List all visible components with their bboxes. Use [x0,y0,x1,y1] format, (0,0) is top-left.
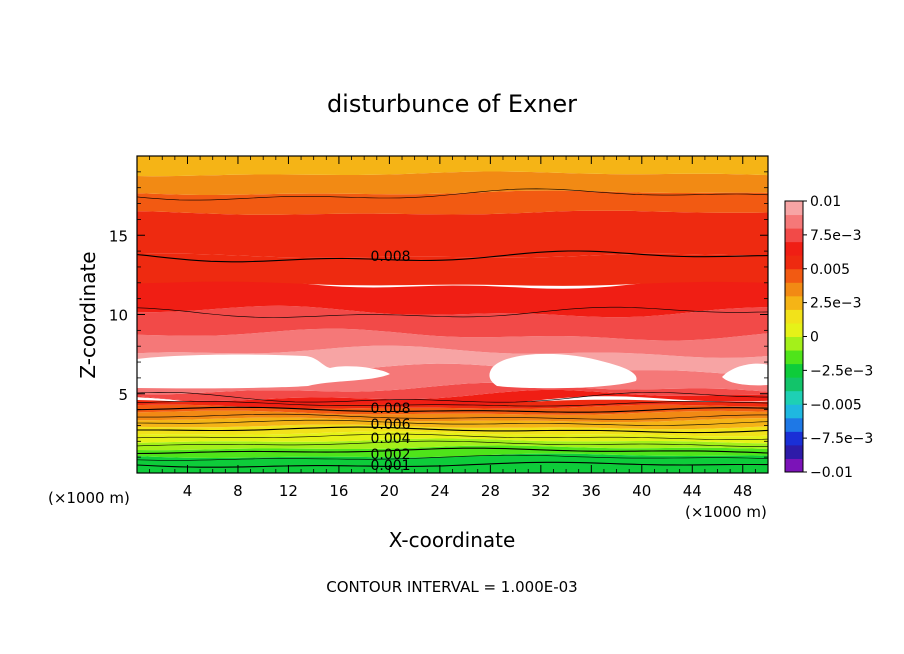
colorbar-swatch [785,417,803,432]
contour-line [137,419,768,426]
colorbar-tick-label: 0.01 [810,194,841,210]
chart-title: disturbunce of Exner [327,90,577,118]
x-tick-label: 16 [329,482,348,500]
x-tick-label: 8 [233,482,243,500]
contour-band [137,253,768,286]
x-tick-label: 24 [430,482,449,500]
colorbar-swatch [785,295,803,310]
colorbar-tick-label: −2.5e−3 [810,363,873,379]
colorbar-swatch [785,214,803,229]
contour-line [137,400,768,407]
x-tick-label: 36 [582,482,601,500]
contour-line [137,188,768,201]
colorbar-swatch [785,309,803,324]
x-tick-label: 20 [380,482,399,500]
colorbar-swatch [785,377,803,392]
colorbar-tick-label: −0.005 [810,397,862,413]
contour-line [137,391,768,403]
colorbar-tick-label: 0 [810,330,819,346]
x-tick-label: 28 [481,482,500,500]
contour-band [137,328,768,358]
x-tick-label: 44 [683,482,702,500]
colorbar-swatch [785,444,803,459]
colorbar-tick-label: 7.5e−3 [810,228,862,244]
contour-label: 0.004 [370,431,410,447]
y-axis: 5 10 15 [109,171,768,458]
colorbar-tick-label: −7.5e−3 [810,431,873,447]
colorbar-swatch [785,336,803,351]
colorbar-swatch [785,431,803,446]
colorbar-swatch [785,255,803,270]
contour-line [137,461,768,468]
contour-line [137,440,768,447]
colorbar-swatch [785,201,803,216]
colorbar-swatch [785,322,803,337]
above-max-regions [137,353,768,389]
contour-label: 0.008 [370,249,410,265]
contour-band [137,431,768,444]
contour-band [137,156,768,177]
above-max-region [722,363,768,386]
contour-interval: CONTOUR INTERVAL = 1.000E-03 [326,578,577,596]
colorbar-swatch [785,404,803,419]
colorbar: 0.01 7.5e−3 0.005 2.5e−3 0 −2.5e−3 −0.005 −7.5e… [784,194,873,481]
contour-line [137,250,768,263]
contour-band [137,445,768,458]
x-tick-label: 32 [531,482,550,500]
x-tick-label: 4 [183,482,193,500]
x-tick-label: 48 [733,482,752,500]
contour-line [137,306,768,318]
contour-label: 0.006 [370,417,410,433]
contour-line [137,454,768,461]
colorbar-tick-label: 2.5e−3 [810,296,862,312]
contour-band [137,305,768,341]
colorbar-swatch [785,390,803,405]
contour-line [137,447,768,455]
contour-band [137,210,768,258]
y-tick-label: 10 [109,307,128,325]
contour-label: 0.002 [370,447,410,463]
contour-line [137,433,768,441]
colorbar-swatch [785,241,803,256]
contour-label: 0.001 [370,458,410,474]
x-unit-left: (×1000 m) [48,489,130,507]
y-tick-label: 5 [118,386,128,404]
colorbar-swatch [785,268,803,283]
colorbar-swatch [785,350,803,365]
contour-line [137,406,768,413]
x-unit-right: (×1000 m) [685,503,767,521]
contour-lines [137,188,768,468]
colorbar-swatch [785,228,803,243]
contour-line [137,413,768,420]
colorbar-swatch [785,458,803,473]
contour-band [137,382,768,401]
above-max-region [489,353,637,389]
above-max-region [137,354,390,389]
x-axis-label: X-coordinate [389,528,516,552]
contour-band [137,171,768,195]
colorbar-tick-label: 0.005 [810,262,850,278]
colorbar-swatch [785,282,803,297]
contour-line [137,426,768,434]
x-tick-label: 12 [279,482,298,500]
y-axis-label: Z-coordinate [76,251,100,378]
x-tick-label: 40 [632,482,651,500]
colorbar-tick-label: −0.01 [810,465,853,481]
x-axis: 4 8 12 16 20 24 28 32 36 40 44 48 [149,156,756,500]
contour-label: 0.008 [370,401,410,417]
contour-band [137,438,768,451]
y-tick-label: 15 [109,227,128,245]
colorbar-swatch [785,363,803,378]
